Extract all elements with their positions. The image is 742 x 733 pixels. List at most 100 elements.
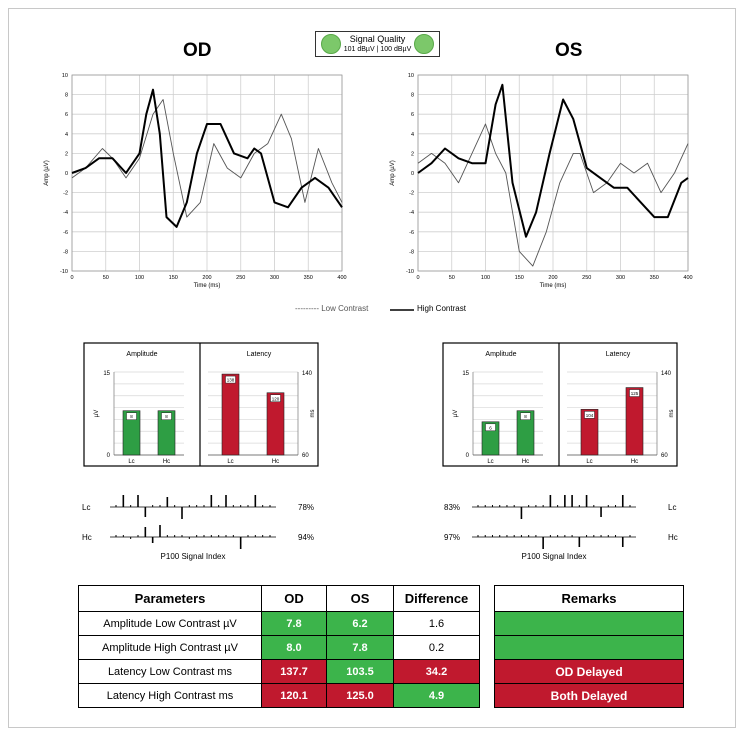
x-tick-label: 300 bbox=[270, 275, 279, 281]
y-tick-label: 6 bbox=[411, 112, 414, 118]
difference-value: 34.2 bbox=[393, 659, 480, 684]
bar-category-label: Hc bbox=[272, 459, 279, 465]
param-label: Latency Low Contrast ms bbox=[78, 659, 262, 684]
bar-category-label: Hc bbox=[522, 459, 529, 465]
y-tick-label: -4 bbox=[409, 210, 414, 216]
x-tick-label: 50 bbox=[449, 275, 455, 281]
bar-value-label: 125 bbox=[631, 391, 639, 396]
remark-cell: OD Delayed bbox=[494, 659, 684, 684]
remark-cell bbox=[494, 611, 684, 636]
index-title: P100 Signal Index bbox=[522, 552, 587, 561]
param-label: Amplitude High Contrast µV bbox=[78, 635, 262, 660]
bar-value-box bbox=[126, 412, 137, 420]
os-value: 125.0 bbox=[326, 683, 394, 708]
y-tick-label: 4 bbox=[65, 132, 68, 138]
y-tick-label: -6 bbox=[63, 230, 68, 236]
index-percent: 94% bbox=[298, 533, 314, 542]
table-row: Latency Low Contrast ms 137.7 103.5 34.2 bbox=[78, 659, 480, 684]
remarks-header: Remarks bbox=[494, 585, 684, 612]
index-row-label: Hc bbox=[668, 533, 678, 542]
x-tick-label: 350 bbox=[650, 275, 659, 281]
difference-value: 1.6 bbox=[393, 611, 480, 636]
bar-y-axis-label: µV bbox=[453, 410, 459, 417]
od-quality-indicator-icon bbox=[321, 34, 341, 54]
bar-category-label: Lc bbox=[586, 459, 592, 465]
y-tick-label: 4 bbox=[411, 132, 414, 138]
bar-chart-title: Amplitude bbox=[485, 351, 516, 358]
bar-value-box bbox=[270, 394, 281, 402]
bar-value-box bbox=[584, 411, 595, 419]
x-tick-label: 100 bbox=[481, 275, 490, 281]
y-tick-label: 10 bbox=[408, 73, 414, 79]
bar-value-box bbox=[161, 412, 172, 420]
bar-value-label: 8 bbox=[165, 414, 168, 419]
bar-y-tick-label: 140 bbox=[302, 371, 313, 377]
index-percent: 97% bbox=[444, 533, 460, 542]
bar-chart-title: Amplitude bbox=[126, 351, 157, 358]
index-title: P100 Signal Index bbox=[161, 552, 226, 561]
os-bar-panel: Amplitude 15 0 µV 6 Lc 8 Hc Latency 140 60 ms 104 Lc 1… bbox=[442, 342, 678, 467]
index-row-label: Hc bbox=[82, 533, 92, 542]
bar-category-label: Lc bbox=[128, 459, 134, 465]
bar-category-label: Hc bbox=[163, 459, 170, 465]
remarks-table: Remarks OD Delayed Both Delayed bbox=[494, 585, 684, 708]
os-signal-index: 83% Lc 97% Hc P100 Signal Index bbox=[444, 495, 678, 561]
bar-y-tick-label: 60 bbox=[302, 453, 309, 459]
y-tick-label: -2 bbox=[409, 191, 414, 197]
bar-chart-title: Latency bbox=[606, 351, 631, 358]
x-tick-label: 250 bbox=[582, 275, 591, 281]
bar-y-tick-label: 0 bbox=[107, 453, 111, 459]
bar-y-tick-label: 15 bbox=[462, 371, 469, 377]
x-tick-label: 150 bbox=[169, 275, 178, 281]
table-row: Latency High Contrast ms 120.1 125.0 4.9 bbox=[78, 683, 480, 708]
y-tick-label: -8 bbox=[63, 249, 68, 255]
bar bbox=[122, 410, 141, 456]
x-tick-label: 100 bbox=[135, 275, 144, 281]
y-tick-label: 0 bbox=[411, 171, 414, 177]
table-row: Amplitude High Contrast µV 8.0 7.8 0.2 bbox=[78, 635, 480, 660]
high-contrast-series-line bbox=[71, 88, 343, 228]
report-frame bbox=[8, 8, 736, 728]
y-tick-label: -2 bbox=[63, 191, 68, 197]
os-value: 7.8 bbox=[326, 635, 394, 660]
difference-value: 0.2 bbox=[393, 635, 480, 660]
bar-y-tick-label: 60 bbox=[661, 453, 668, 459]
bar-y-tick-label: 0 bbox=[466, 453, 470, 459]
index-percent: 78% bbox=[298, 503, 314, 512]
param-label: Amplitude Low Contrast µV bbox=[78, 611, 262, 636]
bar-value-box bbox=[225, 375, 236, 384]
y-tick-label: 8 bbox=[411, 93, 414, 99]
x-tick-label: 200 bbox=[202, 275, 211, 281]
bar-category-label: Lc bbox=[227, 459, 233, 465]
od-value: 120.1 bbox=[261, 683, 327, 708]
bar bbox=[580, 409, 599, 456]
x-tick-label: 50 bbox=[103, 275, 109, 281]
x-axis-label: Time (ms) bbox=[194, 283, 221, 289]
parameters-table: Parameters OD OS Difference Amplitude Lo… bbox=[78, 585, 480, 708]
bar-value-label: 8 bbox=[524, 414, 527, 419]
od-title: OD bbox=[183, 40, 212, 61]
y-tick-label: 2 bbox=[65, 151, 68, 157]
x-tick-label: 0 bbox=[70, 275, 73, 281]
os-value: 103.5 bbox=[326, 659, 394, 684]
od-value: 8.0 bbox=[261, 635, 327, 660]
bar bbox=[516, 410, 535, 456]
header-os: OS bbox=[326, 585, 394, 612]
od-waveform-chart: 0 50 100 150 200 250 300 350 400 -10 -8 -6 -4 -2 0 2 4 6 8… bbox=[44, 73, 347, 289]
low-contrast-series-line bbox=[71, 99, 343, 218]
bar bbox=[157, 410, 176, 456]
bar-y-axis-label: µV bbox=[94, 410, 100, 417]
y-tick-label: 0 bbox=[65, 171, 68, 177]
x-tick-label: 350 bbox=[304, 275, 313, 281]
bar bbox=[221, 373, 240, 456]
y-tick-label: -8 bbox=[409, 249, 414, 255]
y-axis-label: Amp (µV) bbox=[44, 160, 50, 185]
od-value: 137.7 bbox=[261, 659, 327, 684]
header-parameters: Parameters bbox=[78, 585, 262, 612]
od-value: 7.8 bbox=[261, 611, 327, 636]
bar-category-label: Hc bbox=[631, 459, 638, 465]
bar-category-label: Lc bbox=[487, 459, 493, 465]
parameters-header-row: Parameters OD OS Difference bbox=[78, 585, 480, 612]
bar-y-tick-label: 15 bbox=[103, 371, 110, 377]
y-tick-label: 2 bbox=[411, 151, 414, 157]
